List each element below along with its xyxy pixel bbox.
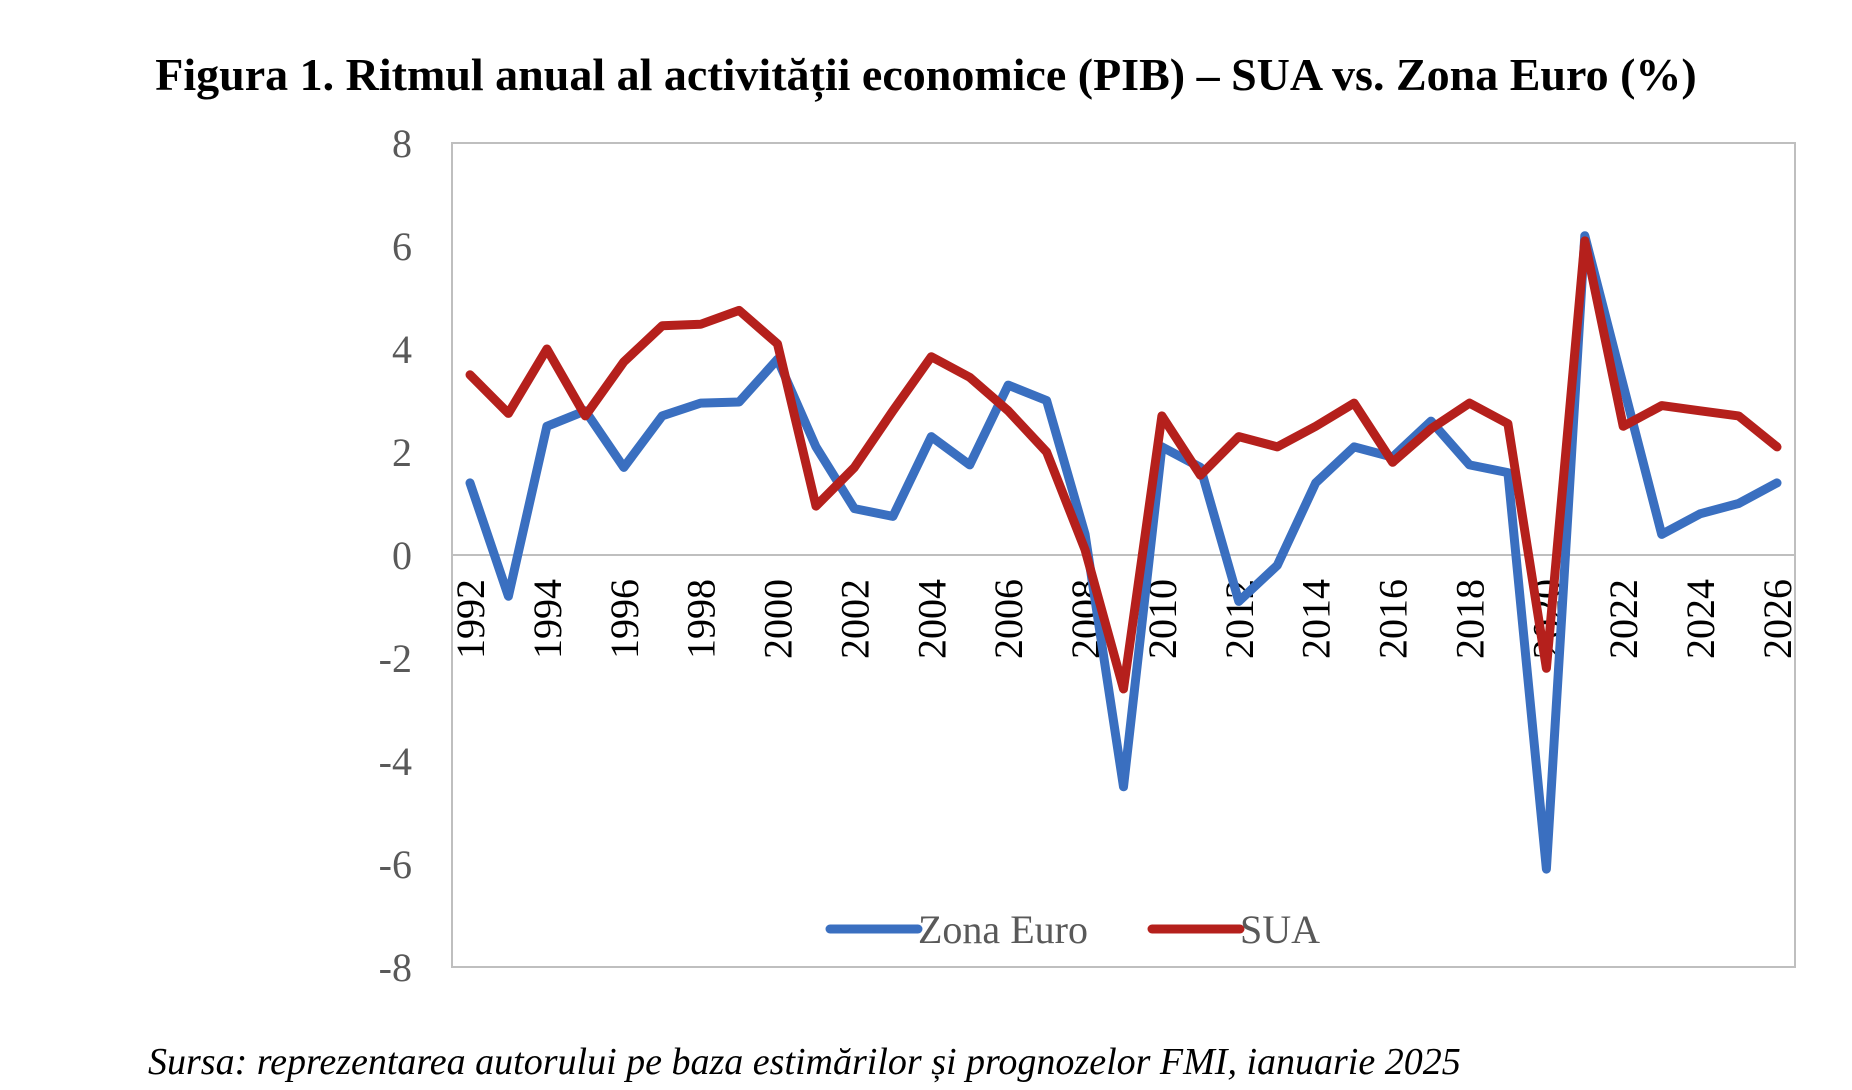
legend: Zona Euro SUA [825,907,1320,952]
y-tick-label: -2 [379,636,412,681]
x-tick-label: 1992 [448,579,493,659]
series-lines [465,231,1782,874]
x-tick-label: 2014 [1294,579,1339,659]
chart-title: Figura 1. Ritmul anual al activității ec… [155,49,1697,100]
x-tick-label: 2000 [756,579,801,659]
x-tick-label: 2002 [832,579,877,659]
y-tick-label: -6 [379,842,412,887]
y-tick-label: -8 [379,945,412,990]
legend-label: Zona Euro [918,907,1088,952]
source-note: Sursa: reprezentarea autorului pe baza e… [148,1041,1461,1083]
legend-label: SUA [1240,907,1320,952]
y-tick-label: 0 [392,533,412,578]
y-axis-tick-labels: 8 6 4 2 0 -2 -4 -6 -8 [379,121,412,990]
y-tick-label: 4 [392,327,412,372]
y-tick-label: 6 [392,224,412,269]
x-axis-tick-labels: 1992 1994 1996 1998 2000 2002 2004 2006 2008 2010… [448,579,1800,659]
x-tick-label: 2004 [909,579,954,659]
series-line-sua [465,236,1782,694]
x-tick-label: 2018 [1448,579,1493,659]
x-tick-label: 2024 [1678,579,1723,659]
x-tick-label: 1994 [525,579,570,659]
y-tick-label: 8 [392,121,412,166]
y-tick-label: -4 [379,739,412,784]
x-tick-label: 2026 [1755,579,1800,659]
series-line-zona-euro [465,231,1782,874]
x-tick-label: 2022 [1601,579,1646,659]
x-tick-label: 2016 [1371,579,1416,659]
x-tick-label: 2006 [986,579,1031,659]
y-tick-label: 2 [392,430,412,475]
x-tick-label: 1996 [602,579,647,659]
x-tick-label: 1998 [679,579,724,659]
